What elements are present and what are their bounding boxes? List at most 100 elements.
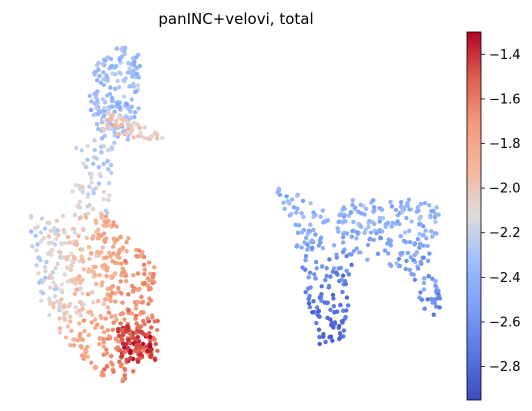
scatter-point — [96, 299, 100, 303]
scatter-point — [126, 137, 130, 141]
scatter-point — [60, 282, 64, 286]
scatter-point — [68, 315, 72, 319]
scatter-point — [128, 109, 132, 113]
scatter-point — [300, 230, 304, 234]
scatter-point — [404, 216, 408, 220]
scatter-point — [328, 274, 332, 278]
scatter-point — [437, 305, 441, 309]
scatter-point — [432, 313, 436, 317]
scatter-point — [66, 279, 70, 283]
scatter-point — [97, 181, 101, 185]
scatter-point — [96, 61, 100, 65]
scatter-point — [99, 215, 103, 219]
scatter-point — [134, 89, 138, 93]
scatter-point — [366, 243, 370, 247]
scatter-point — [73, 230, 77, 234]
scatter-point — [39, 230, 43, 234]
scatter-point — [71, 337, 75, 341]
scatter-point — [152, 272, 156, 276]
scatter-point — [311, 228, 315, 232]
scatter-point — [92, 155, 96, 159]
scatter-point — [430, 277, 434, 281]
scatter-point — [77, 321, 81, 325]
scatter-point — [406, 204, 410, 208]
scatter-point — [39, 239, 43, 243]
scatter-point — [109, 171, 113, 175]
scatter-point — [372, 238, 376, 242]
scatter-point — [305, 247, 309, 251]
scatter-point — [105, 122, 109, 126]
scatter-point — [314, 260, 318, 264]
scatter-point — [35, 242, 39, 246]
scatter-point — [124, 327, 128, 331]
scatter-point — [308, 305, 312, 309]
scatter-point — [346, 303, 350, 307]
scatter-point — [335, 272, 339, 276]
scatter-point — [417, 222, 421, 226]
scatter-point — [111, 370, 115, 374]
scatter-point — [417, 217, 421, 221]
scatter-point — [404, 259, 408, 263]
scatter-point — [390, 221, 394, 225]
scatter-point — [153, 356, 157, 360]
scatter-point — [398, 264, 402, 268]
scatter-point — [101, 126, 105, 130]
scatter-point — [358, 203, 362, 207]
scatter-point — [332, 304, 336, 308]
scatter-point — [314, 276, 318, 280]
scatter-point — [145, 349, 149, 353]
scatter-point — [427, 251, 431, 255]
scatter-point — [312, 272, 316, 276]
scatter-point — [350, 235, 354, 239]
scatter-point — [67, 240, 71, 244]
scatter-point — [408, 240, 412, 244]
scatter-point — [121, 246, 125, 250]
scatter-point — [117, 334, 121, 338]
scatter-point — [109, 163, 113, 167]
scatter-point — [91, 300, 95, 304]
scatter-point — [299, 245, 303, 249]
scatter-point — [434, 205, 438, 209]
scatter-point — [69, 329, 73, 333]
scatter-point — [116, 286, 120, 290]
scatter-point — [307, 229, 311, 233]
scatter-point — [111, 273, 115, 277]
scatter-point — [132, 336, 136, 340]
scatter-point — [337, 266, 341, 270]
scatter-point — [73, 213, 77, 217]
scatter-point — [92, 191, 96, 195]
scatter-point — [45, 221, 49, 225]
scatter-point — [73, 281, 77, 285]
scatter-point — [65, 257, 69, 261]
scatter-point — [89, 361, 93, 365]
scatter-point — [304, 254, 308, 258]
scatter-point — [123, 259, 127, 263]
scatter-point — [109, 314, 113, 318]
scatter-point — [105, 93, 109, 97]
scatter-point — [116, 102, 120, 106]
scatter-point — [355, 230, 359, 234]
scatter-point — [153, 337, 157, 341]
scatter-point — [327, 257, 331, 261]
scatter-point — [281, 201, 285, 205]
scatter-point — [341, 334, 345, 338]
scatter-point — [106, 111, 110, 115]
scatter-point — [325, 266, 329, 270]
scatter-point — [96, 228, 100, 232]
scatter-point — [380, 229, 384, 233]
scatter-point — [112, 141, 116, 145]
scatter-point — [326, 301, 330, 305]
scatter-point — [428, 213, 432, 217]
scatter-point — [342, 328, 346, 332]
scatter-point — [288, 213, 292, 217]
scatter-point — [51, 270, 55, 274]
scatter-point — [74, 146, 78, 150]
scatter-point — [328, 308, 332, 312]
scatter-points — [29, 46, 442, 383]
scatter-point — [433, 283, 437, 287]
scatter-point — [143, 268, 147, 272]
scatter-point — [325, 274, 329, 278]
scatter-point — [336, 220, 340, 224]
scatter-point — [102, 340, 106, 344]
